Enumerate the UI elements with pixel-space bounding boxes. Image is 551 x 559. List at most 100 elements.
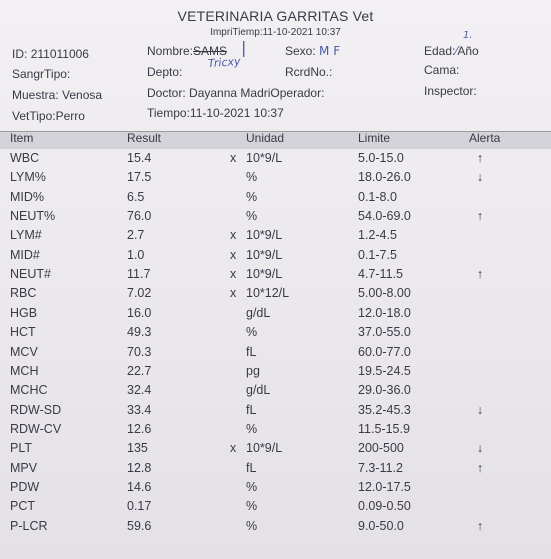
- row-limit: 35.2-45.3: [358, 402, 411, 417]
- column-header-alert: Alerta: [469, 131, 501, 145]
- row-result: 70.3: [127, 344, 152, 359]
- row-item: MID%: [10, 189, 45, 204]
- patient-id: ID: 211011006: [12, 47, 89, 61]
- row-result: 0.17: [127, 499, 152, 514]
- row-item: PDW: [10, 479, 40, 494]
- row-item: PCT: [10, 499, 35, 514]
- patient-id-label: ID:: [12, 47, 28, 61]
- row-unit: fL: [246, 402, 257, 417]
- row-limit: 0.1-7.5: [358, 247, 397, 262]
- record-label: RcrdNo.:: [285, 65, 333, 79]
- row-alert: ↓: [476, 402, 484, 417]
- row-item: HCT: [10, 325, 36, 340]
- table-row: MCHC 32.4 g/dL 29.0-36.0: [0, 382, 551, 401]
- row-unit: %: [246, 518, 258, 533]
- row-limit: 29.0-36.0: [358, 383, 411, 398]
- column-header-result: Result: [127, 131, 162, 145]
- vet-type-value: Perro: [55, 109, 85, 123]
- table-row: RDW-CV 12.6% 11.5-15.9: [0, 421, 551, 440]
- sample-label: Muestra:: [12, 88, 59, 102]
- row-limit: 0.1-8.0: [358, 189, 397, 204]
- row-result: 17.5: [127, 170, 152, 185]
- row-unit: 10*12/L: [246, 286, 290, 301]
- sample-value: Venosa: [62, 88, 103, 102]
- table-row: MCH 22.7 pg 19.5-24.5: [0, 363, 551, 382]
- row-result: 135: [127, 441, 148, 456]
- patient-name-label: Nombre:: [147, 44, 194, 58]
- patient-sex: Sexo: M F: [285, 44, 340, 58]
- row-unit: %: [246, 421, 258, 436]
- row-item: MCH: [10, 363, 39, 378]
- row-unit: g/dL: [246, 305, 271, 320]
- sample: Muestra: Venosa: [12, 88, 102, 102]
- row-result: 12.6: [127, 421, 152, 436]
- row-result: 32.4: [127, 383, 152, 398]
- row-unit: %: [246, 209, 258, 224]
- row-item: RBC: [10, 286, 37, 301]
- row-result: 22.7: [127, 363, 152, 378]
- row-item: MCHC: [10, 383, 48, 398]
- table-row: P-LCR 59.6% 9.0-50.0 ↑: [0, 518, 551, 537]
- row-limit: 5.00-8.00: [358, 286, 411, 301]
- row-alert: ↑: [476, 518, 484, 533]
- row-limit: 54.0-69.0: [358, 209, 411, 224]
- row-unit: %: [246, 189, 258, 204]
- row-unit: 10*9/L: [246, 228, 283, 243]
- test-time-label: Tiempo:: [147, 106, 190, 120]
- doctor-label: Doctor:: [147, 86, 186, 100]
- row-limit: 37.0-55.0: [358, 325, 411, 340]
- row-item: LYM%: [10, 170, 46, 185]
- row-unit: %: [246, 170, 258, 185]
- table-row: RDW-SD 33.4 fL 35.2-45.3 ↓: [0, 402, 551, 421]
- handwritten-mark: |: [241, 38, 247, 57]
- test-time-value: 11-10-2021 10:37: [189, 106, 284, 120]
- row-item: P-LCR: [10, 518, 48, 533]
- table-row: WBC 15.4 x 10*9/L 5.0-15.0 ↑: [0, 150, 551, 169]
- row-item: WBC: [10, 151, 40, 165]
- row-result: 59.6: [127, 518, 152, 533]
- row-result: 14.6: [127, 479, 152, 494]
- patient-sex-label: Sexo:: [285, 44, 316, 58]
- patient-name: Nombre:SAMS: [147, 44, 227, 58]
- table-row: PDW 14.6% 12.0-17.5: [0, 479, 551, 498]
- row-limit: 19.5-24.5: [358, 363, 411, 378]
- row-limit: 12.0-17.5: [358, 479, 411, 494]
- row-result: 6.5: [127, 189, 145, 204]
- row-unit: %: [246, 499, 258, 514]
- row-alert: ↑: [476, 267, 484, 282]
- table-row: NEUT% 76.0% 54.0-69.0 ↑: [0, 208, 551, 227]
- row-limit: 9.0-50.0: [358, 518, 404, 533]
- row-item: MPV: [10, 460, 38, 475]
- row-multiplier: x: [230, 267, 237, 282]
- table-row: HGB 16.0 g/dL 12.0-18.0: [0, 305, 551, 324]
- row-alert: ↑: [476, 151, 484, 165]
- doctor: Doctor: Dayanna MadriOperador:: [147, 86, 324, 100]
- row-result: 76.0: [127, 209, 152, 224]
- row-item: MCV: [10, 344, 38, 359]
- dept-label: Depto:: [147, 65, 183, 79]
- row-unit: %: [246, 325, 258, 340]
- print-time: ImpriTiemp:11-10-2021 10:37: [210, 27, 341, 38]
- table-row: PCT 0.17% 0.09-0.50: [0, 498, 551, 517]
- row-multiplier: x: [230, 228, 237, 243]
- row-unit: fL: [246, 460, 257, 475]
- table-row: LYM% 17.5% 18.0-26.0 ↓: [0, 169, 551, 188]
- patient-sex-value: M F: [319, 44, 341, 58]
- table-row: PLT 135 x 10*9/L 200-500 ↓: [0, 440, 551, 459]
- row-item: RDW-SD: [10, 402, 62, 417]
- row-unit: 10*9/L: [246, 247, 283, 262]
- handwritten-pet-name: Tricxy: [207, 54, 241, 71]
- row-limit: 12.0-18.0: [358, 305, 411, 320]
- row-item: HGB: [10, 305, 38, 320]
- row-alert: ↓: [476, 441, 484, 456]
- column-header-limit: Limite: [358, 131, 391, 145]
- row-unit: fL: [246, 344, 257, 359]
- row-limit: 18.0-26.0: [358, 170, 411, 185]
- row-unit: 10*9/L: [246, 151, 283, 165]
- row-unit: g/dL: [246, 383, 271, 398]
- row-limit: 11.5-15.9: [358, 421, 410, 436]
- row-limit: 7.3-11.2: [358, 460, 403, 475]
- table-row: LYM# 2.7 x 10*9/L 1.2-4.5: [0, 227, 551, 246]
- row-multiplier: x: [230, 247, 237, 262]
- patient-age-label: Edad:: [424, 44, 456, 58]
